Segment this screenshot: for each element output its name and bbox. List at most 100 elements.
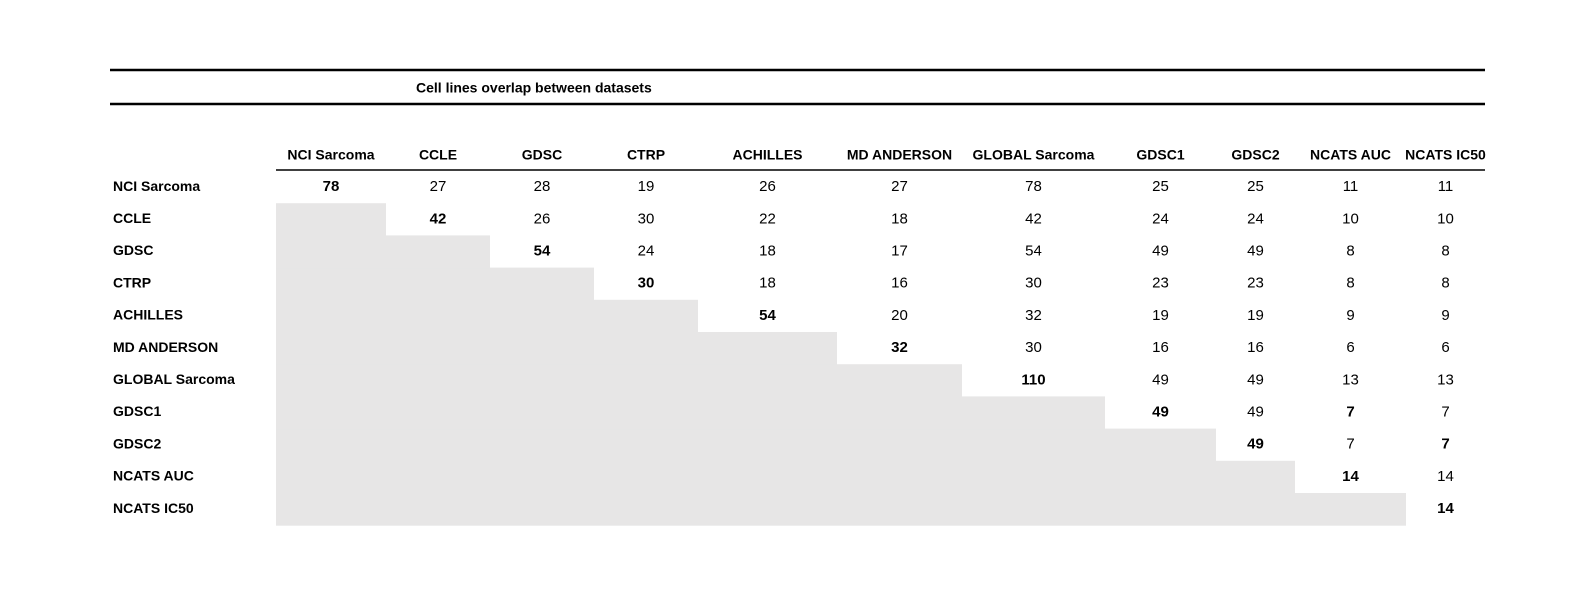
cell-value: 7 — [1346, 403, 1354, 420]
row-label: CTRP — [113, 274, 151, 290]
cell-value: 13 — [1342, 371, 1359, 388]
cell-value: 16 — [1247, 339, 1264, 356]
empty-cells — [276, 493, 1406, 526]
row-label: GDSC — [113, 242, 153, 258]
row-label: NCATS IC50 — [113, 500, 194, 516]
cell-value: 8 — [1441, 242, 1449, 259]
cell-value: 8 — [1346, 275, 1354, 292]
cell-value: 49 — [1152, 371, 1169, 388]
row-label: GLOBAL Sarcoma — [113, 371, 235, 387]
cell-value: 27 — [891, 178, 908, 195]
row-label: NCI Sarcoma — [113, 178, 200, 194]
cell-value: 14 — [1437, 500, 1454, 517]
column-header: CCLE — [419, 147, 457, 163]
cell-value: 22 — [759, 210, 776, 227]
column-header: GDSC1 — [1136, 147, 1184, 163]
empty-cells — [276, 332, 837, 365]
column-header: NCATS IC50 — [1405, 147, 1486, 163]
cell-value: 8 — [1441, 275, 1449, 292]
cell-value: 6 — [1346, 339, 1354, 356]
cell-value: 78 — [1025, 178, 1042, 195]
cell-value: 25 — [1247, 178, 1264, 195]
cell-value: 10 — [1437, 210, 1454, 227]
column-header: ACHILLES — [733, 147, 803, 163]
row-label: NCATS AUC — [113, 468, 194, 484]
cell-value: 27 — [430, 178, 447, 195]
empty-cells — [276, 460, 1295, 494]
empty-cells — [276, 267, 594, 301]
empty-cells — [276, 364, 962, 397]
cell-value: 24 — [1247, 210, 1264, 227]
row-label: ACHILLES — [113, 307, 183, 323]
cell-value: 18 — [891, 210, 908, 227]
cell-value: 32 — [891, 339, 908, 356]
cell-value: 18 — [759, 242, 776, 259]
cell-value: 10 — [1342, 210, 1359, 227]
empty-cells — [276, 299, 698, 333]
cell-value: 42 — [1025, 210, 1042, 227]
cell-value: 78 — [323, 178, 340, 195]
row-label: GDSC2 — [113, 435, 161, 451]
cell-value: 16 — [891, 275, 908, 292]
cell-value: 24 — [1152, 210, 1169, 227]
cell-value: 23 — [1152, 275, 1169, 292]
cell-value: 19 — [638, 178, 655, 195]
column-header: GDSC2 — [1231, 147, 1279, 163]
empty-cells — [276, 235, 490, 269]
cell-value: 30 — [1025, 275, 1042, 292]
cell-value: 30 — [1025, 339, 1042, 356]
cell-value: 54 — [1025, 242, 1042, 259]
cell-value: 14 — [1437, 468, 1454, 485]
cell-value: 16 — [1152, 339, 1169, 356]
cell-value: 17 — [891, 242, 908, 259]
cell-value: 30 — [638, 275, 655, 292]
empty-cells — [276, 396, 1105, 430]
cell-value: 11 — [1438, 178, 1454, 195]
cell-value: 49 — [1247, 403, 1264, 420]
row-label: MD ANDERSON — [113, 339, 218, 355]
cell-value: 18 — [759, 275, 776, 292]
cell-value: 49 — [1247, 436, 1264, 453]
cell-value: 19 — [1152, 307, 1169, 324]
cell-value: 9 — [1441, 307, 1449, 324]
cell-value: 30 — [638, 210, 655, 227]
empty-cells — [276, 428, 1216, 462]
cell-value: 9 — [1346, 307, 1354, 324]
cell-value: 24 — [638, 242, 655, 259]
empty-cells — [276, 203, 386, 236]
column-header: GDSC — [522, 147, 562, 163]
cell-value: 49 — [1247, 371, 1264, 388]
cell-value: 49 — [1152, 403, 1169, 420]
cell-value: 25 — [1152, 178, 1169, 195]
cell-value: 110 — [1021, 371, 1045, 388]
cell-value: 7 — [1441, 436, 1449, 453]
cell-value: 54 — [534, 242, 551, 259]
cell-value: 49 — [1247, 242, 1264, 259]
column-header: CTRP — [627, 147, 665, 163]
cell-value: 7 — [1441, 403, 1449, 420]
cell-value: 26 — [759, 178, 776, 195]
cell-value: 23 — [1247, 275, 1264, 292]
row-label: GDSC1 — [113, 403, 161, 419]
cell-value: 6 — [1441, 339, 1449, 356]
column-header: GLOBAL Sarcoma — [973, 147, 1095, 163]
cell-value: 42 — [430, 210, 447, 227]
cell-value: 54 — [759, 307, 776, 324]
cell-value: 8 — [1346, 242, 1354, 259]
row-label: CCLE — [113, 210, 151, 226]
cell-value: 14 — [1342, 468, 1359, 485]
table-title: Cell lines overlap between datasets — [416, 80, 652, 96]
cell-value: 7 — [1346, 436, 1354, 453]
cell-value: 19 — [1247, 307, 1264, 324]
cell-value: 11 — [1343, 178, 1359, 195]
column-header: NCI Sarcoma — [287, 147, 374, 163]
column-header: MD ANDERSON — [847, 147, 952, 163]
cell-value: 13 — [1437, 371, 1454, 388]
cell-value: 32 — [1025, 307, 1042, 324]
cell-value: 26 — [534, 210, 551, 227]
cell-value: 28 — [534, 178, 551, 195]
cell-value: 20 — [891, 307, 908, 324]
column-header: NCATS AUC — [1310, 147, 1391, 163]
cell-value: 49 — [1152, 242, 1169, 259]
